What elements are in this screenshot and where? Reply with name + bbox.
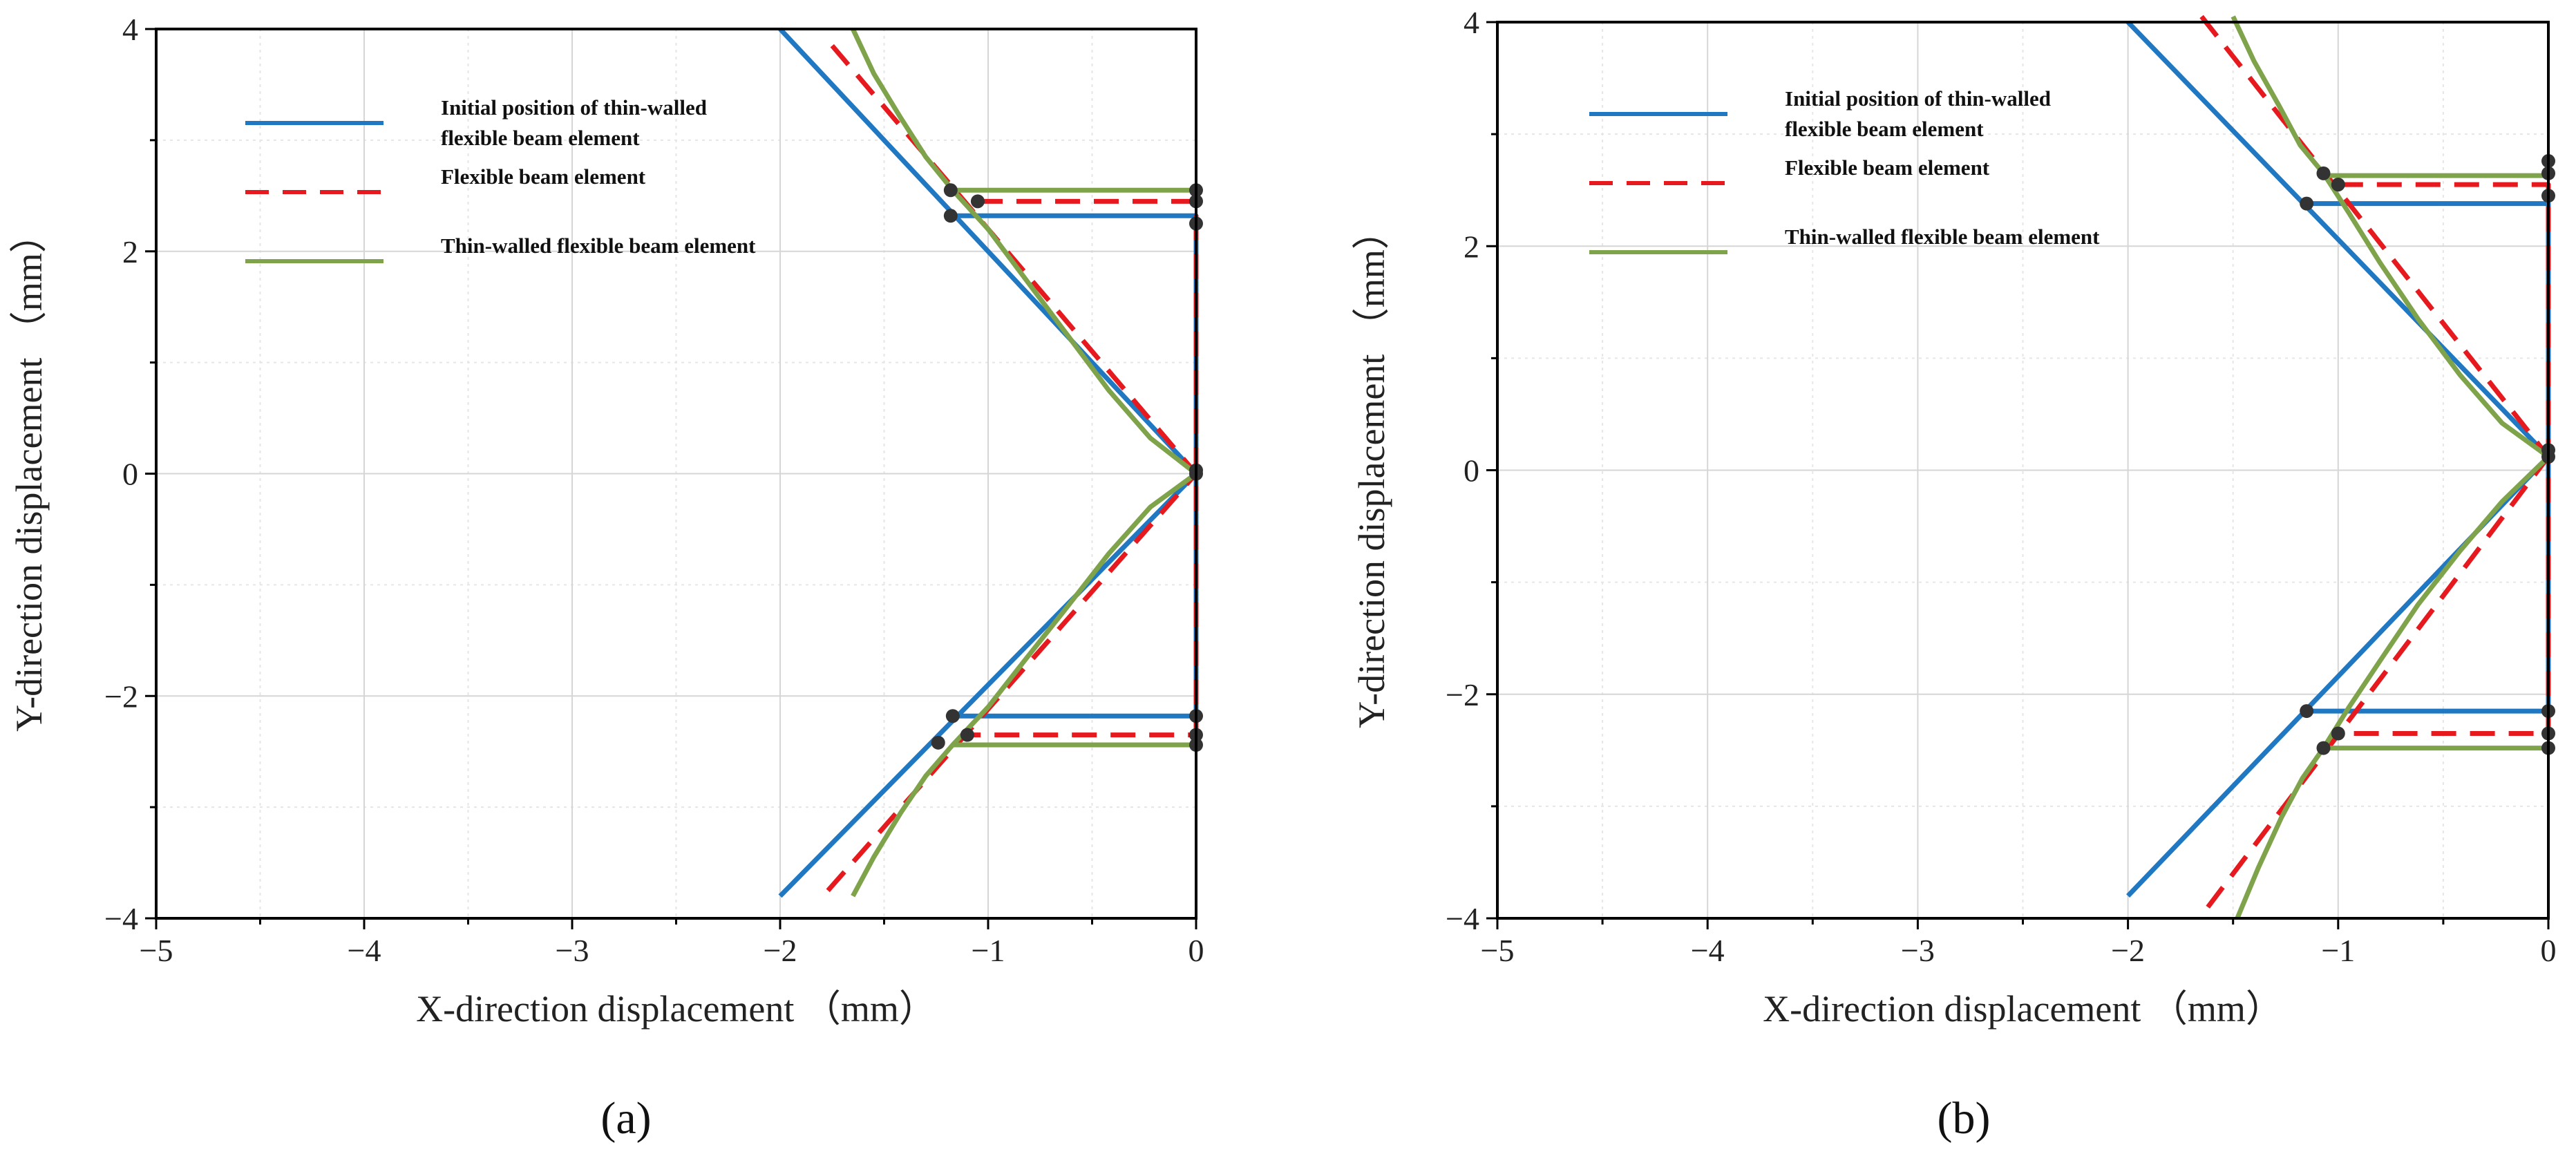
y-tick-label: −2 [104, 679, 138, 714]
legend-label-thin_walled: Thin-walled flexible beam element [441, 234, 756, 258]
legend-label-initial: flexible beam element [441, 126, 640, 150]
y-tick-label: 0 [122, 457, 138, 492]
node-point [2331, 726, 2345, 741]
node-point [2331, 178, 2345, 192]
node-point [943, 209, 958, 223]
y-axis-label: Y-direction displacement （mm） [1351, 212, 1392, 728]
node-point [960, 728, 974, 742]
y-axis-label: Y-direction displacement （mm） [8, 216, 50, 732]
series-thin_walled-line-0 [2231, 15, 2550, 459]
y-tick-label: 0 [1464, 453, 1479, 489]
y-tick-label: −4 [104, 901, 138, 936]
legend-label-initial: Initial position of thin-walled [1785, 86, 2051, 111]
series-flexible-line-0 [2199, 15, 2550, 459]
node-point [931, 735, 945, 750]
x-tick-label: 0 [1188, 933, 1204, 968]
y-tick-label: 2 [1464, 229, 1479, 264]
x-tick-label: −1 [2321, 933, 2355, 968]
x-axis-label: X-direction displacement （mm） [1763, 988, 2283, 1030]
series-initial-line-0 [2126, 20, 2550, 459]
legend-label-initial: flexible beam element [1785, 117, 1984, 141]
legend: Initial position of thin-walled flexible … [1589, 86, 2100, 254]
y-tick-label: −4 [1446, 901, 1479, 936]
node-point [2316, 741, 2331, 755]
series-initial-line-0 [778, 27, 1198, 475]
series-initial-line-1 [778, 472, 1198, 898]
x-tick-label: −5 [140, 933, 173, 968]
y-tick-label: 2 [122, 234, 138, 269]
x-tick-label: 0 [2541, 933, 2557, 968]
node-point [943, 183, 958, 198]
legend-label-flexible: Flexible beam element [1785, 155, 1990, 180]
series-thin_walled-line-1 [2235, 455, 2550, 920]
y-tick-label: 4 [1464, 5, 1479, 40]
y-tick-label: −2 [1446, 677, 1479, 712]
series-initial-line-2 [2307, 201, 2551, 714]
x-tick-label: −4 [348, 933, 381, 968]
node-point [2300, 196, 2314, 211]
y-tick-label: 4 [122, 12, 138, 47]
panel-label: (a) [600, 1093, 651, 1144]
panel-label: (b) [1938, 1093, 1991, 1144]
node-point [2300, 704, 2314, 719]
series-flexible-line-1 [2206, 455, 2550, 909]
legend: Initial position of thin-walled flexible … [245, 95, 756, 263]
x-tick-label: −3 [556, 933, 589, 968]
node-point [945, 709, 960, 723]
legend-label-thin_walled: Thin-walled flexible beam element [1785, 225, 2100, 249]
series-flexible-line-2 [967, 198, 1199, 738]
legend-label-flexible: Flexible beam element [441, 164, 646, 189]
legend-label-initial: Initial position of thin-walled [441, 95, 707, 120]
series-flexible-line-1 [826, 472, 1198, 893]
x-tick-label: −1 [972, 933, 1005, 968]
x-tick-label: −2 [764, 933, 797, 968]
x-tick-label: −3 [1901, 933, 1935, 968]
series-thin_walled-line-1 [851, 471, 1198, 898]
x-axis-label: X-direction displacement （mm） [416, 988, 936, 1030]
node-point [2316, 166, 2331, 180]
node-point [970, 194, 985, 209]
series-thin_walled-line-0 [851, 28, 1198, 476]
x-tick-label: −4 [1691, 933, 1725, 968]
x-tick-label: −5 [1481, 933, 1515, 968]
x-tick-label: −2 [2111, 933, 2145, 968]
series-flexible-line-0 [830, 44, 1198, 475]
